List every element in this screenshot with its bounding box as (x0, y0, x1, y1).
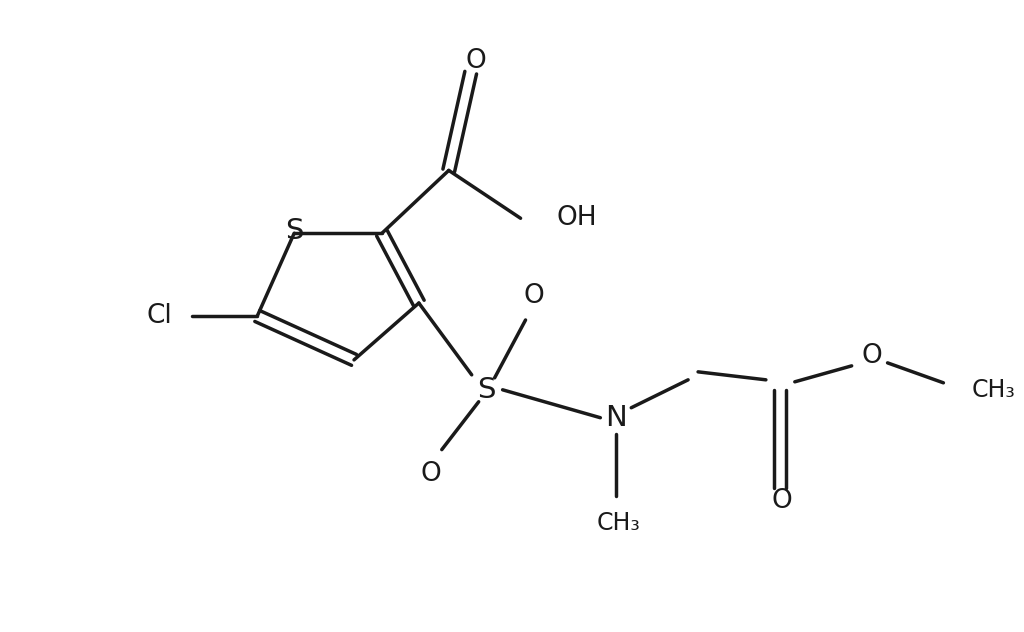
Text: O: O (771, 489, 793, 514)
Text: S: S (477, 376, 496, 404)
Text: N: N (605, 404, 627, 432)
Text: CH₃: CH₃ (596, 511, 640, 535)
Text: O: O (421, 461, 441, 487)
Text: S: S (285, 217, 303, 245)
Text: Cl: Cl (146, 303, 172, 329)
Text: O: O (861, 343, 882, 369)
Text: OH: OH (556, 205, 597, 231)
Text: O: O (465, 47, 486, 74)
Text: O: O (523, 283, 544, 309)
Text: CH₃: CH₃ (972, 378, 1015, 402)
